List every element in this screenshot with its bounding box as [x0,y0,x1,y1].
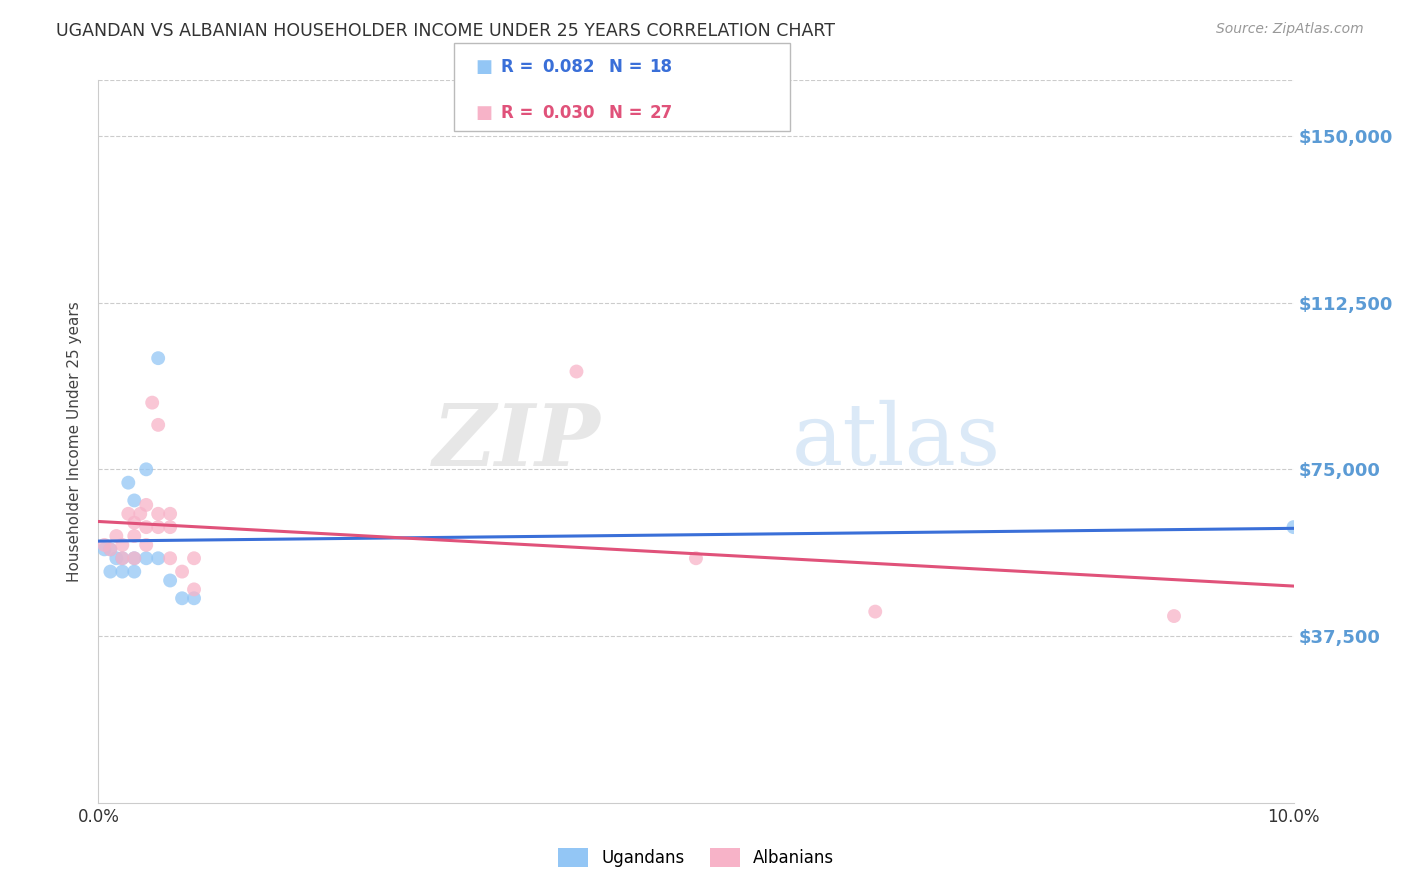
Point [135,551,157,566]
Text: N =: N = [609,104,648,122]
Point [1282,520,1305,534]
Text: 18: 18 [650,58,672,76]
Point [111,538,134,552]
Point [135,462,157,476]
Point [93,538,115,552]
Text: ■: ■ [475,58,492,76]
Text: N =: N = [609,58,648,76]
Point [172,591,194,606]
Text: ZIP: ZIP [433,400,600,483]
Text: R =: R = [501,104,538,122]
Point [135,498,157,512]
Text: 0.082: 0.082 [543,58,595,76]
Text: atlas: atlas [792,400,1001,483]
Point [1163,609,1185,624]
Point [172,565,194,579]
Text: Source: ZipAtlas.com: Source: ZipAtlas.com [1216,22,1364,37]
Text: 0.030: 0.030 [543,104,595,122]
Text: UGANDAN VS ALBANIAN HOUSEHOLDER INCOME UNDER 25 YEARS CORRELATION CHART: UGANDAN VS ALBANIAN HOUSEHOLDER INCOME U… [56,22,835,40]
Point [124,565,146,579]
Y-axis label: Householder Income Under 25 years: Householder Income Under 25 years [67,301,83,582]
Point [865,605,887,619]
Point [565,364,588,378]
Point [148,351,170,366]
Text: ■: ■ [475,104,492,122]
Text: 27: 27 [650,104,673,122]
Point [111,551,134,566]
Point [129,507,152,521]
Point [135,538,157,552]
Point [93,542,115,557]
Legend: Ugandans, Albanians: Ugandans, Albanians [551,841,841,874]
Point [124,551,146,566]
Point [105,551,128,566]
Point [117,507,139,521]
Point [124,516,146,530]
Point [111,551,134,566]
Point [159,551,181,566]
Point [685,551,707,566]
Point [159,507,181,521]
Point [159,520,181,534]
Point [105,529,128,543]
Point [135,520,157,534]
Point [124,493,146,508]
Point [148,551,170,566]
Point [98,542,122,557]
Point [183,582,205,597]
Point [148,520,170,534]
Point [159,574,181,588]
Point [98,542,122,557]
Point [148,507,170,521]
Text: R =: R = [501,58,538,76]
Point [124,529,146,543]
Point [124,551,146,566]
Point [148,417,170,432]
Point [98,565,122,579]
Point [111,565,134,579]
Point [183,551,205,566]
Point [183,591,205,606]
Point [141,395,163,409]
Point [117,475,139,490]
